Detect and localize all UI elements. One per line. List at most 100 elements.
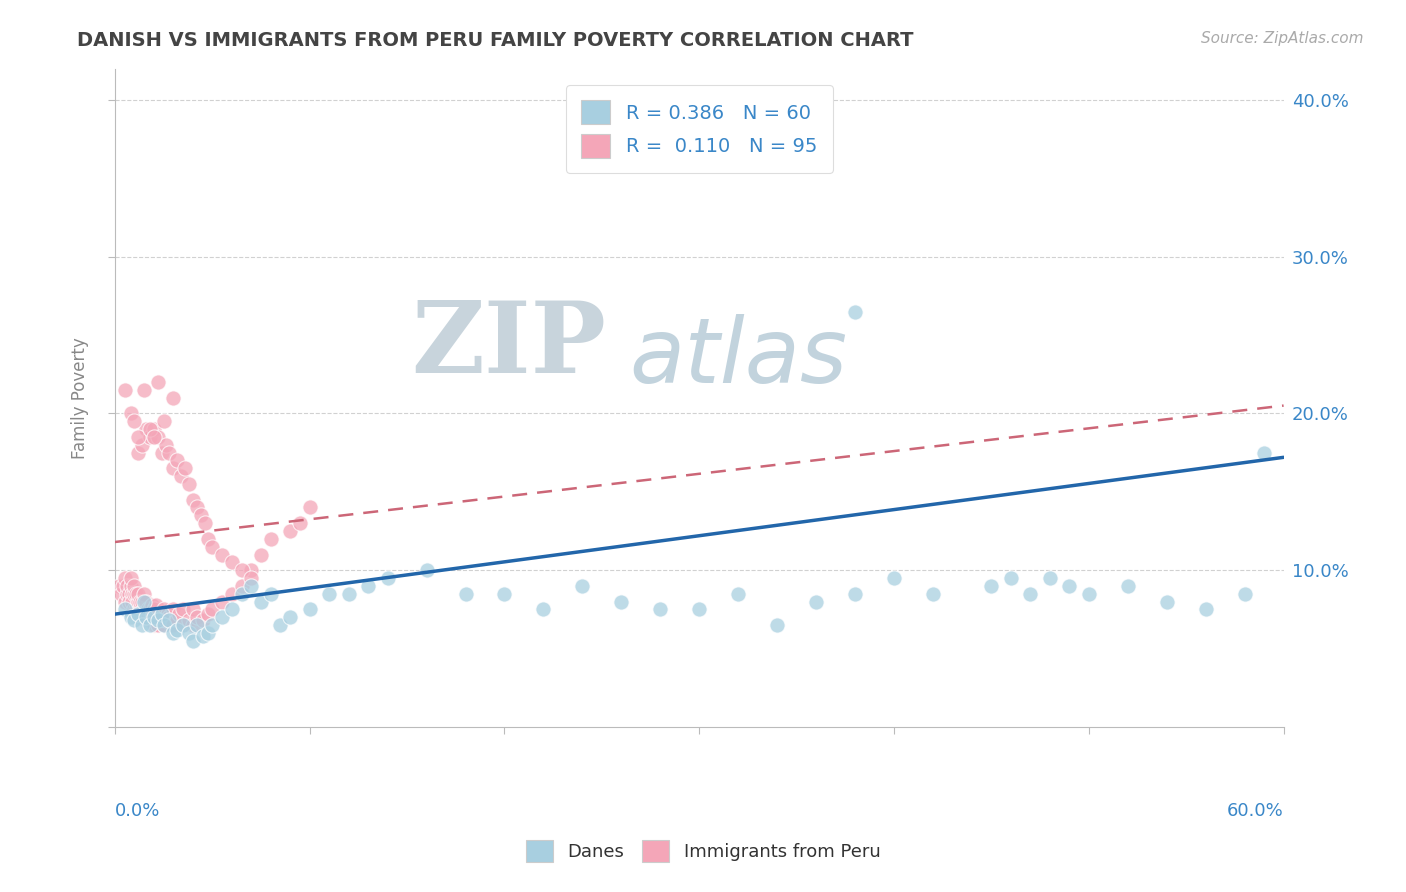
Point (1059, 579, 1081, 593)
Point (142, 610, 165, 624)
Point (172, 602, 194, 616)
Point (186, 500, 208, 515)
Y-axis label: Family Poverty: Family Poverty (72, 337, 89, 458)
Point (494, 587, 516, 601)
Point (231, 579, 253, 593)
Point (181, 618, 204, 632)
Point (260, 587, 283, 601)
Point (127, 445, 149, 459)
Point (1019, 587, 1042, 601)
Point (221, 587, 243, 601)
Point (610, 594, 633, 608)
Point (1195, 602, 1218, 616)
Point (146, 613, 169, 627)
Point (141, 610, 163, 624)
Point (124, 587, 146, 601)
Point (139, 430, 162, 444)
Point (377, 571, 399, 585)
Point (146, 607, 169, 621)
Point (129, 602, 152, 616)
Point (131, 610, 153, 624)
Point (131, 594, 153, 608)
Text: DANISH VS IMMIGRANTS FROM PERU FAMILY POVERTY CORRELATION CHART: DANISH VS IMMIGRANTS FROM PERU FAMILY PO… (77, 31, 914, 50)
Point (250, 548, 273, 562)
Point (1039, 571, 1062, 585)
Point (166, 613, 188, 627)
Point (181, 602, 204, 616)
Point (688, 602, 710, 616)
Point (129, 594, 152, 608)
Point (1116, 579, 1139, 593)
Point (980, 579, 1002, 593)
Point (120, 406, 142, 420)
Point (766, 618, 789, 632)
Point (155, 613, 177, 627)
Point (131, 438, 153, 452)
Point (114, 594, 136, 608)
Point (278, 610, 301, 624)
Point (149, 610, 172, 624)
Point (201, 602, 224, 616)
Point (186, 610, 208, 624)
Point (127, 607, 149, 621)
Point (124, 602, 146, 616)
Point (120, 571, 142, 585)
Point (240, 571, 263, 585)
Point (127, 602, 149, 616)
Point (181, 633, 204, 648)
Point (121, 594, 143, 608)
Point (127, 587, 149, 601)
Point (201, 618, 224, 632)
Legend: Danes, Immigrants from Peru: Danes, Immigrants from Peru (519, 833, 887, 870)
Text: ZIP: ZIP (411, 296, 606, 393)
Point (152, 618, 174, 632)
Point (114, 571, 136, 585)
Point (650, 602, 672, 616)
Point (111, 579, 134, 593)
Point (337, 587, 360, 601)
Point (139, 602, 162, 616)
Point (114, 602, 136, 616)
Point (145, 598, 167, 612)
Point (454, 587, 477, 601)
Point (159, 613, 181, 627)
Point (170, 469, 193, 483)
Point (121, 587, 143, 601)
Point (1233, 587, 1256, 601)
Point (125, 587, 148, 601)
Point (127, 430, 149, 444)
Point (155, 438, 177, 452)
Point (150, 613, 173, 627)
Point (571, 579, 593, 593)
Point (145, 610, 167, 624)
Point (167, 607, 190, 621)
Point (135, 610, 157, 624)
Point (135, 602, 157, 616)
Point (1156, 594, 1178, 608)
Point (883, 571, 905, 585)
Point (240, 563, 263, 577)
Point (922, 587, 945, 601)
Text: Source: ZipAtlas.com: Source: ZipAtlas.com (1201, 31, 1364, 46)
Point (134, 594, 156, 608)
Point (124, 414, 146, 428)
Point (159, 610, 181, 624)
Point (1000, 571, 1022, 585)
Point (221, 602, 243, 616)
Point (142, 430, 165, 444)
Point (136, 602, 159, 616)
Legend: R = 0.386   N = 60, R =  0.110   N = 95: R = 0.386 N = 60, R = 0.110 N = 95 (565, 85, 832, 173)
Point (152, 602, 174, 616)
Point (110, 587, 132, 601)
Point (134, 383, 156, 397)
Point (108, 579, 131, 593)
Point (270, 618, 292, 632)
Point (197, 626, 219, 640)
Point (150, 607, 173, 621)
Point (415, 563, 437, 577)
Text: 0.0%: 0.0% (115, 802, 160, 821)
Point (211, 548, 233, 562)
Point (191, 613, 214, 627)
Point (193, 516, 215, 531)
Point (115, 579, 138, 593)
